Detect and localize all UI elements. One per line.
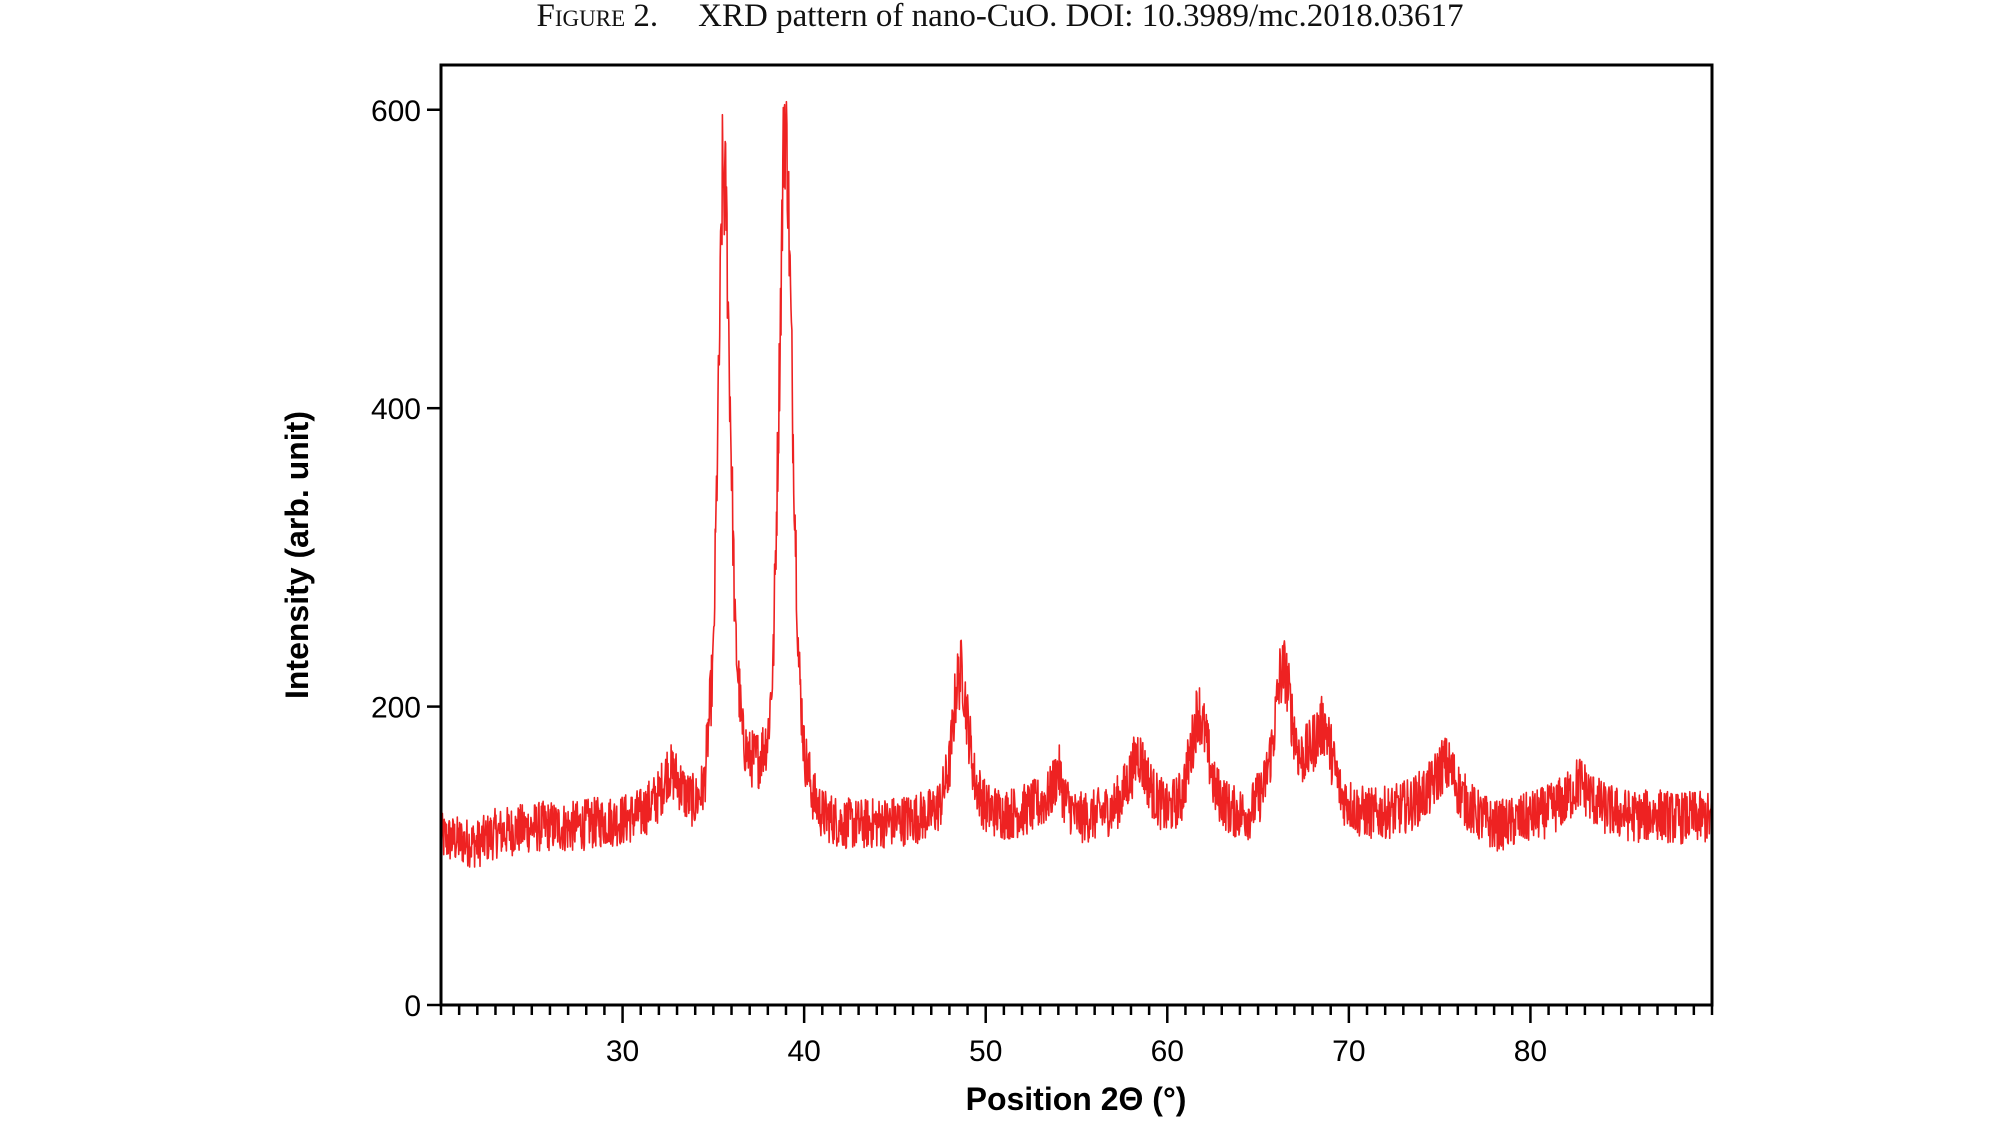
y-tick-label: 0 bbox=[404, 990, 421, 1023]
x-tick-label: 50 bbox=[969, 1035, 1002, 1068]
x-tick-label: 30 bbox=[606, 1035, 639, 1068]
x-tick-label: 80 bbox=[1514, 1035, 1547, 1068]
y-axis-ticks: 0 200 400 600 bbox=[371, 95, 441, 1023]
y-tick-label: 400 bbox=[371, 393, 421, 426]
figure-caption: Figure 2. XRD pattern of nano-CuO. DOI: 1… bbox=[537, 0, 1464, 34]
plot-area: 30 40 50 60 70 80 0 200 400 600 bbox=[371, 63, 1714, 1068]
plot-frame bbox=[439, 63, 1714, 1007]
caption-label: Figure 2. bbox=[537, 0, 659, 34]
y-tick-label: 600 bbox=[371, 95, 421, 128]
y-axis-title: Intensity (arb. unit) bbox=[279, 411, 315, 699]
caption-text: XRD pattern of nano-CuO. DOI: 10.3989/mc… bbox=[698, 0, 1463, 34]
y-tick-label: 200 bbox=[371, 692, 421, 725]
x-axis-title: Position 2Θ (°) bbox=[966, 1081, 1187, 1117]
x-tick-label: 40 bbox=[787, 1035, 820, 1068]
x-tick-label: 60 bbox=[1151, 1035, 1184, 1068]
series-line bbox=[440, 100, 1713, 868]
x-tick-label: 70 bbox=[1332, 1035, 1365, 1068]
x-axis-ticks: 30 40 50 60 70 80 bbox=[439, 1005, 1714, 1068]
